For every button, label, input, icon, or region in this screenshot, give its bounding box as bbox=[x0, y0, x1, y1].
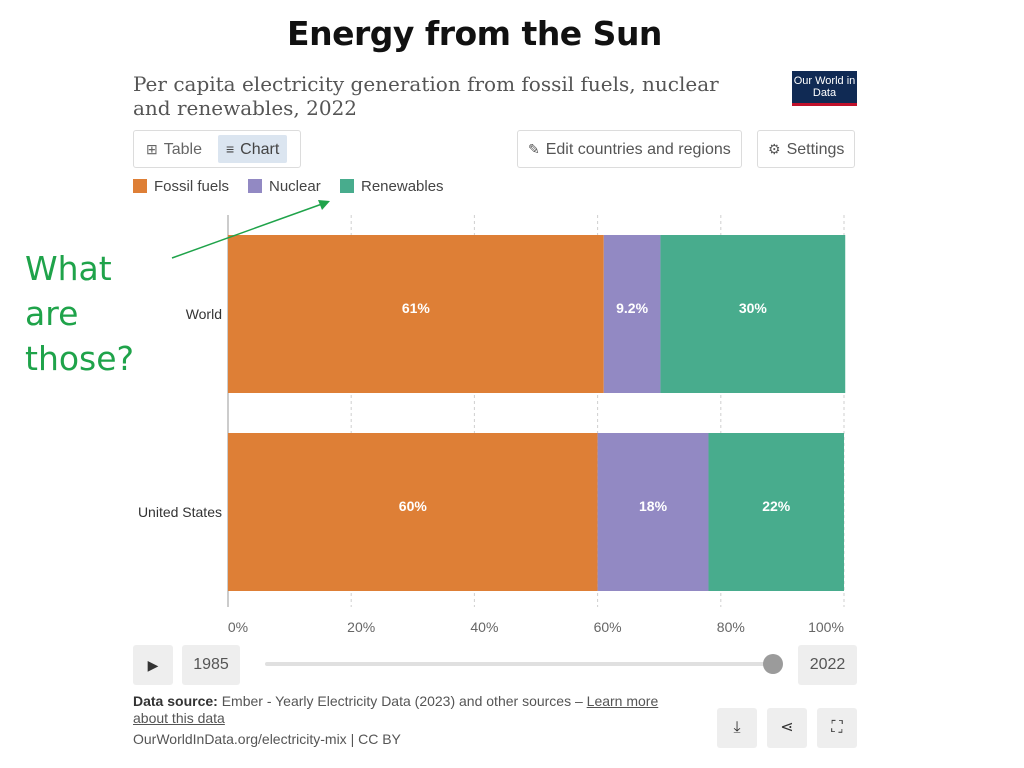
data-label: 60% bbox=[399, 498, 428, 514]
data-label: 18% bbox=[639, 498, 668, 514]
view-tabs: ⊞ Table ≡ Chart bbox=[133, 130, 301, 168]
x-tick-label: 100% bbox=[808, 619, 844, 635]
fullscreen-icon: ⛶ bbox=[831, 719, 843, 736]
bar-segment bbox=[708, 433, 844, 591]
tab-table[interactable]: ⊞ Table bbox=[138, 135, 210, 163]
share-button[interactable]: ⋖ bbox=[767, 708, 807, 748]
legend-item-nuclear[interactable]: Nuclear bbox=[248, 178, 321, 195]
download-button[interactable]: ⤓ bbox=[717, 708, 757, 748]
source-label: Data source: bbox=[133, 693, 218, 709]
owid-logo-text: Our World in Data bbox=[793, 75, 856, 99]
source-url: OurWorldInData.org/electricity-mix | CC … bbox=[133, 731, 401, 747]
category-label: United States bbox=[138, 504, 222, 520]
legend-label-renewables: Renewables bbox=[361, 178, 444, 195]
edit-countries-button[interactable]: ✎ Edit countries and regions bbox=[517, 130, 742, 168]
x-tick-label: 40% bbox=[470, 619, 498, 635]
settings-label: Settings bbox=[786, 141, 845, 158]
annotation-label: What are those? bbox=[25, 249, 135, 378]
legend-label-nuclear: Nuclear bbox=[269, 178, 321, 195]
annotation-arrow-line bbox=[171, 203, 323, 259]
tab-table-label: Table bbox=[163, 141, 202, 158]
x-tick-label: 60% bbox=[594, 619, 622, 635]
annotation-text: What are those? bbox=[25, 246, 175, 381]
legend-swatch-nuclear bbox=[248, 179, 262, 193]
start-year-box[interactable]: 1985 bbox=[182, 645, 240, 685]
end-year-box[interactable]: 2022 bbox=[798, 645, 857, 685]
owid-logo[interactable]: Our World in Data bbox=[792, 71, 857, 106]
legend-item-renewables[interactable]: Renewables bbox=[340, 178, 444, 195]
bar-segment bbox=[603, 235, 661, 393]
tab-chart-label: Chart bbox=[240, 141, 280, 158]
tab-chart[interactable]: ≡ Chart bbox=[218, 135, 288, 163]
table-icon: ⊞ bbox=[146, 141, 158, 157]
gear-icon: ⚙ bbox=[768, 141, 781, 157]
edit-countries-label: Edit countries and regions bbox=[545, 141, 731, 158]
x-tick-label: 0% bbox=[228, 619, 248, 635]
fullscreen-button[interactable]: ⛶ bbox=[817, 708, 857, 748]
x-tick-label: 20% bbox=[347, 619, 375, 635]
learn-more-link[interactable]: Learn more about this data bbox=[133, 693, 659, 726]
slide-title: Energy from the Sun bbox=[287, 14, 662, 53]
legend-item-fossil[interactable]: Fossil fuels bbox=[133, 178, 229, 195]
download-icon: ⤓ bbox=[733, 719, 741, 736]
chart-icon: ≡ bbox=[226, 141, 235, 157]
source-text: Ember - Yearly Electricity Data (2023) a… bbox=[221, 693, 583, 709]
chart-title: Per capita electricity generation from f… bbox=[133, 72, 719, 120]
timeline-slider-handle[interactable] bbox=[763, 654, 783, 674]
data-label: 30% bbox=[739, 300, 768, 316]
play-icon: ▶ bbox=[147, 657, 159, 673]
bar-segment bbox=[228, 433, 598, 591]
data-label: 61% bbox=[402, 300, 431, 316]
bar-segment bbox=[228, 235, 604, 393]
legend-swatch-renewables bbox=[340, 179, 354, 193]
bar-segment bbox=[597, 433, 709, 591]
data-label: 9.2% bbox=[616, 300, 648, 316]
play-button[interactable]: ▶ bbox=[133, 645, 173, 685]
legend-swatch-fossil bbox=[133, 179, 147, 193]
data-source: Data source: Ember - Yearly Electricity … bbox=[133, 693, 693, 727]
data-label: 22% bbox=[762, 498, 791, 514]
settings-button[interactable]: ⚙ Settings bbox=[757, 130, 856, 168]
pencil-icon: ✎ bbox=[528, 141, 540, 157]
share-icon: ⋖ bbox=[780, 719, 794, 736]
x-tick-label: 80% bbox=[717, 619, 745, 635]
category-label: World bbox=[186, 306, 222, 322]
timeline-slider-track[interactable] bbox=[265, 662, 775, 666]
annotation-arrow-head bbox=[318, 200, 330, 210]
legend-label-fossil: Fossil fuels bbox=[154, 178, 230, 195]
bar-segment bbox=[660, 235, 846, 393]
